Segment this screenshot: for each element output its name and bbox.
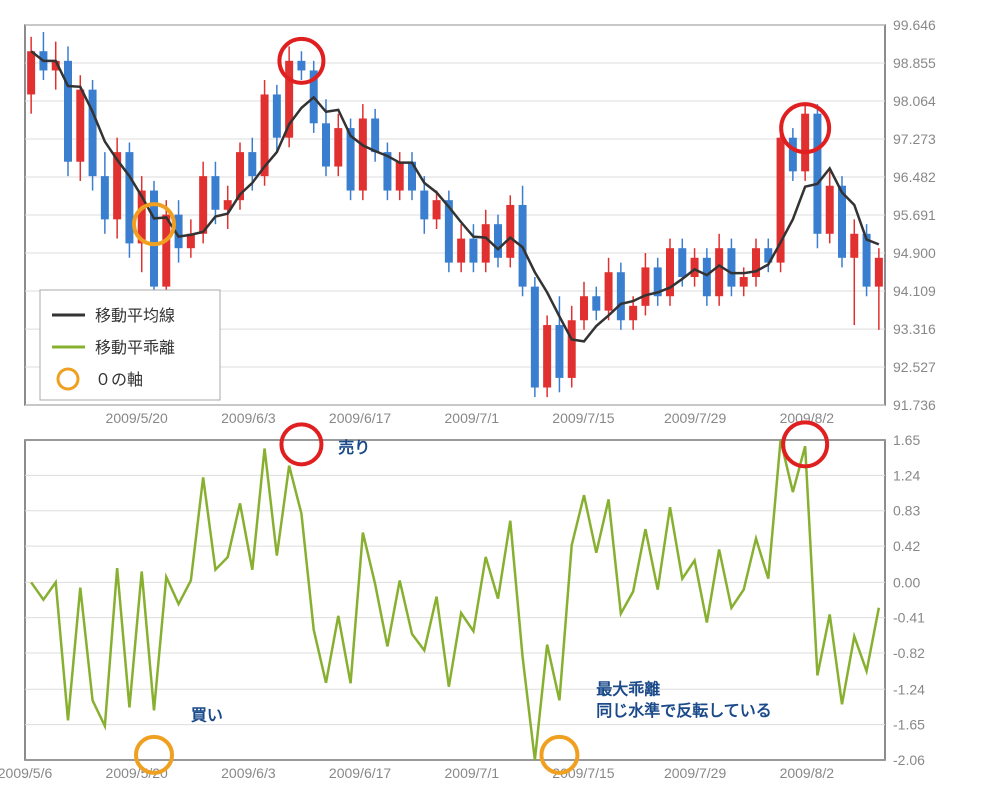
svg-text:91.736: 91.736	[893, 397, 936, 413]
svg-text:2009/5/20: 2009/5/20	[106, 410, 168, 426]
svg-text:買い: 買い	[191, 706, 223, 724]
svg-text:最大乖離: 最大乖離	[596, 679, 660, 698]
svg-text:98.064: 98.064	[893, 93, 936, 109]
svg-text:2009/7/15: 2009/7/15	[552, 410, 614, 426]
svg-text:92.527: 92.527	[893, 359, 936, 375]
svg-text:-1.24: -1.24	[893, 681, 925, 697]
svg-text:移動平乖離: 移動平乖離	[95, 339, 175, 357]
svg-text:93.316: 93.316	[893, 321, 936, 337]
svg-text:売り: 売り	[338, 438, 370, 457]
svg-text:94.900: 94.900	[893, 245, 936, 261]
price-deviation-chart: 99.646 98.855 98.064 97.273 96.482 95.691 94.9…	[0, 0, 1000, 800]
svg-text:2009/7/1: 2009/7/1	[445, 765, 500, 781]
svg-text:-0.41: -0.41	[893, 610, 925, 626]
svg-text:2009/6/3: 2009/6/3	[221, 765, 276, 781]
svg-text:96.482: 96.482	[893, 169, 936, 185]
svg-text:99.646: 99.646	[893, 17, 936, 33]
svg-text:2009/8/2: 2009/8/2	[780, 765, 835, 781]
svg-text:同じ水準で反転している: 同じ水準で反転している	[596, 701, 772, 720]
svg-text:2009/7/29: 2009/7/29	[664, 765, 726, 781]
svg-text:-1.65: -1.65	[893, 717, 925, 733]
svg-text:1.24: 1.24	[893, 467, 920, 483]
svg-text:-0.82: -0.82	[893, 645, 925, 661]
svg-text:０の軸: ０の軸	[95, 371, 143, 389]
svg-text:2009/6/3: 2009/6/3	[221, 410, 276, 426]
svg-text:95.691: 95.691	[893, 207, 936, 223]
svg-text:移動平均線: 移動平均線	[95, 307, 175, 325]
svg-text:98.855: 98.855	[893, 55, 936, 71]
svg-text:-2.06: -2.06	[893, 752, 925, 768]
svg-text:2009/5/6: 2009/5/6	[0, 765, 52, 781]
svg-text:2009/7/29: 2009/7/29	[664, 410, 726, 426]
svg-text:2009/6/17: 2009/6/17	[329, 410, 391, 426]
svg-text:94.109: 94.109	[893, 283, 936, 299]
svg-text:0.00: 0.00	[893, 574, 920, 590]
svg-text:0.42: 0.42	[893, 538, 920, 554]
svg-text:97.273: 97.273	[893, 131, 936, 147]
svg-text:1.65: 1.65	[893, 432, 920, 448]
svg-text:0.83: 0.83	[893, 503, 920, 519]
svg-text:2009/6/17: 2009/6/17	[329, 765, 391, 781]
svg-text:2009/7/1: 2009/7/1	[445, 410, 500, 426]
